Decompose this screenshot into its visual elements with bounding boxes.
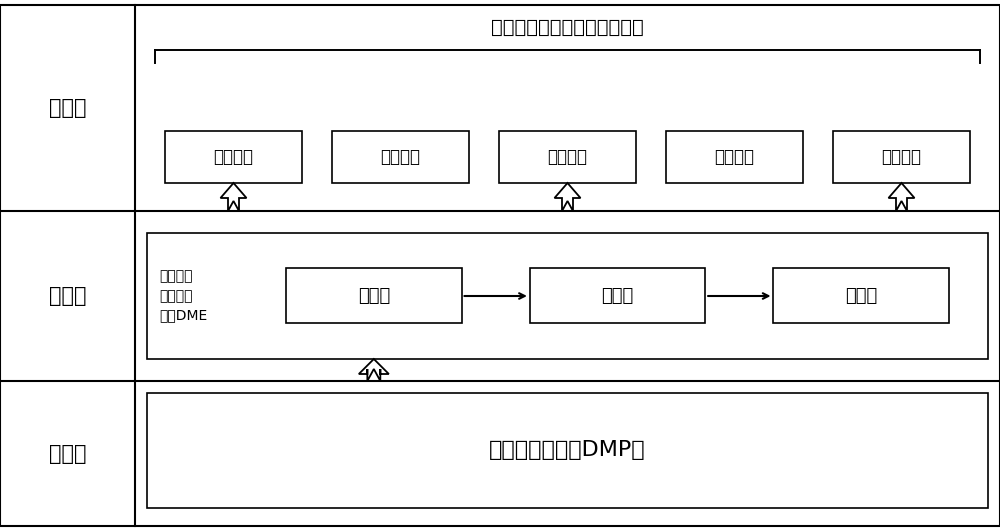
Bar <box>666 131 803 183</box>
Polygon shape <box>888 183 914 211</box>
Text: 设置器: 设置器 <box>358 287 390 305</box>
Bar <box>147 393 988 508</box>
Bar <box>773 269 949 323</box>
Text: 功能层: 功能层 <box>49 98 86 118</box>
Bar <box>833 131 970 183</box>
Bar <box>530 269 705 323</box>
Text: 科研项目全生命周期数据管理: 科研项目全生命周期数据管理 <box>491 18 644 37</box>
Text: 分析计算: 分析计算 <box>548 148 588 166</box>
Text: 归档保存: 归档保存 <box>882 148 921 166</box>
Text: 数据管理计划（DMP）: 数据管理计划（DMP） <box>489 441 646 460</box>
Text: 控制器: 控制器 <box>845 287 877 305</box>
Text: 整理加工: 整理加工 <box>380 148 420 166</box>
Text: 数据管理
规约控制
引擎DME: 数据管理 规约控制 引擎DME <box>159 270 207 322</box>
Bar <box>499 131 636 183</box>
Bar <box>147 233 988 359</box>
Text: 规范层: 规范层 <box>49 443 86 464</box>
Text: 数据采集: 数据采集 <box>214 148 254 166</box>
Bar <box>286 269 462 323</box>
Polygon shape <box>359 359 389 381</box>
Bar <box>165 131 302 183</box>
Text: 解析器: 解析器 <box>601 287 634 305</box>
Text: 控制层: 控制层 <box>49 286 86 306</box>
Bar <box>332 131 469 183</box>
Polygon shape <box>220 183 246 211</box>
Polygon shape <box>554 183 580 211</box>
Text: 共享发布: 共享发布 <box>714 148 755 166</box>
